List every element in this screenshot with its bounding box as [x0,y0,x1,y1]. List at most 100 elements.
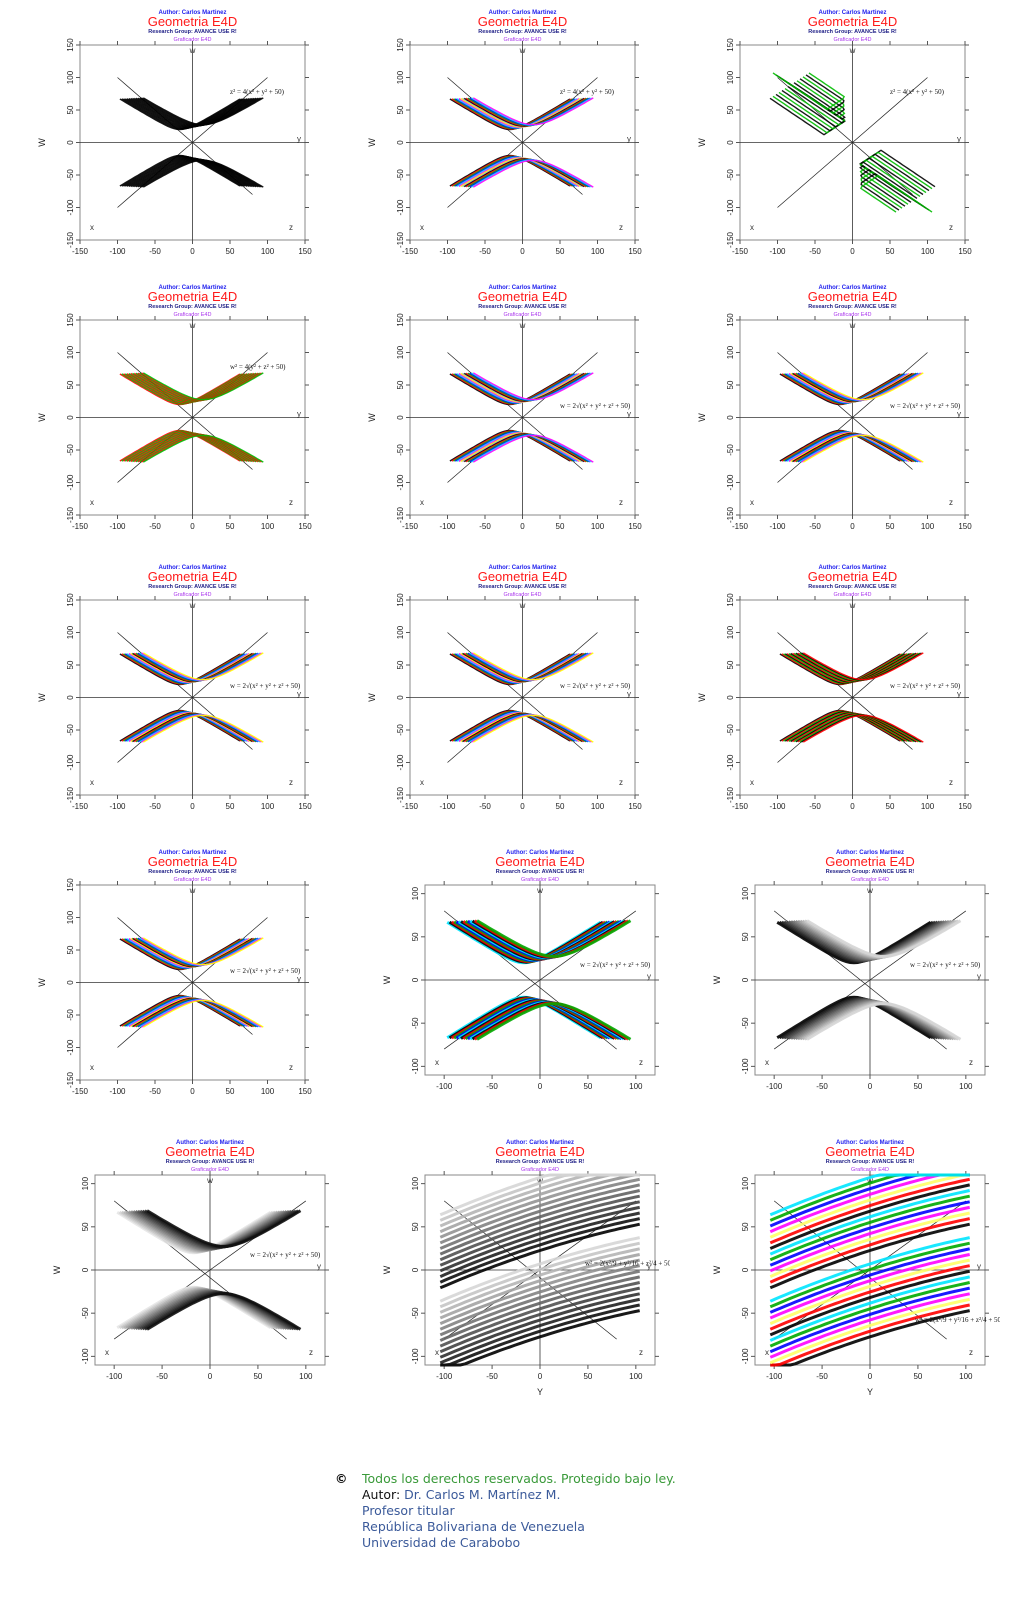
y-tick-label: -150 [396,506,405,523]
y-tick-label: 0 [726,415,735,420]
x-tick-label: 100 [591,802,605,811]
y-axis-label: W [367,138,377,147]
x-tick-label: 50 [226,522,235,531]
plot-panel-15: Author: Carlos Martinez Geometria E4D Rese… [660,1110,1000,1400]
y-axis-marker: y [647,972,651,981]
x-tick-label: -50 [156,1372,168,1381]
y-tick-label: -50 [741,1017,750,1029]
w-axis-label: w [536,1176,543,1185]
equation-label: w² = 4(y² + z² + 50) [230,363,286,371]
y-tick-label: -150 [66,231,75,248]
y-tick-label: -50 [396,724,405,736]
equation-label: w = 2√(x² + y² + z² + 50) [230,967,301,975]
x-tick-label: 50 [886,522,895,531]
x-tick-label: 100 [591,522,605,531]
y-tick-label: -100 [741,1058,750,1075]
y-tick-label: -50 [726,724,735,736]
z-corner-label: z [639,1348,643,1357]
equation-label: z² = 4(x² + y² + 50) [890,88,945,96]
y-tick-label: -150 [726,506,735,523]
surface-plot [776,919,962,1041]
x-tick-label: 150 [958,522,972,531]
plot-title: Geometria E4D [165,1144,255,1159]
author-label: Author: Carlos Martinez [836,850,904,856]
plot-panel-5: Author: Carlos Martinez Geometria E4D Rese… [330,275,670,550]
author-label: Author: Carlos Martinez [818,565,886,571]
graficador-label: Graficador E4D [504,592,542,598]
y-axis-label: W [37,138,47,147]
x-tick-label: -50 [479,247,491,256]
y-axis-marker: y [977,972,981,981]
y-tick-label: 50 [66,105,75,114]
y-axis-marker: y [957,135,961,144]
y-tick-label: 0 [66,695,75,700]
author-label: Author: Carlos Martinez [176,1140,244,1146]
x-tick-label: 0 [850,802,855,811]
x-tick-label: -150 [72,802,89,811]
z-corner-label: z [969,1058,973,1067]
research-group-label: Research Group: AVANCE USE R! [496,869,585,875]
y-tick-label: -100 [66,1039,75,1056]
research-group-label: Research Group: AVANCE USE R! [478,584,567,590]
x-tick-label: 0 [190,802,195,811]
author-label: Autor: [362,1487,401,1502]
y-tick-label: -100 [66,199,75,216]
y-tick-label: -150 [66,786,75,803]
x-tick-label: 50 [913,1372,922,1381]
y-tick-label: 50 [741,932,750,941]
x-tick-label: -50 [479,522,491,531]
y-tick-label: -150 [396,231,405,248]
x-tick-label: -50 [149,247,161,256]
y-axis-marker: y [297,975,301,984]
y-tick-label: 100 [411,886,420,900]
y-axis-marker: y [627,410,631,419]
author-label: Author: Carlos Martinez [488,285,556,291]
w-axis-label: w [866,1176,873,1185]
x-tick-label: 50 [583,1372,592,1381]
x-tick-label: 150 [298,1087,312,1096]
y-tick-label: 50 [726,105,735,114]
x-tick-label: -150 [72,247,89,256]
x-corner-label: x [765,1348,769,1357]
y-tick-label: -50 [411,1307,420,1319]
y-axis-marker: y [647,1262,651,1271]
x-tick-label: 150 [298,802,312,811]
w-axis-label: w [189,601,196,610]
z-corner-label: z [949,778,953,787]
equation-label: w = 2√(x² + y² + z² + 50) [250,1251,321,1259]
y-tick-label: 150 [66,878,75,892]
x-tick-label: 0 [520,522,525,531]
y-tick-label: 0 [741,977,750,982]
position-text: Profesor titular [362,1503,455,1518]
y-tick-label: 100 [396,345,405,359]
w-axis-label: w [519,601,526,610]
y-tick-label: 100 [396,70,405,84]
w-axis-label: w [519,321,526,330]
y-tick-label: -150 [726,231,735,248]
x-tick-label: 100 [629,1082,643,1091]
w-axis-label: w [189,886,196,895]
x-tick-label: 0 [208,1372,213,1381]
x-tick-label: 0 [190,522,195,531]
y-tick-label: 150 [396,593,405,607]
y-tick-label: -100 [396,474,405,491]
y-tick-label: 50 [726,660,735,669]
equation-label: w = 2√(x² + y² + z² + 50) [560,682,631,690]
x-tick-label: 0 [190,247,195,256]
plot-panel-12: Author: Carlos Martinez Geometria E4D Rese… [660,830,1000,1105]
w-axis-label: w [849,601,856,610]
x-tick-label: -150 [402,522,419,531]
x-corner-label: x [750,498,754,507]
x-tick-label: 50 [253,1372,262,1381]
graficador-label: Graficador E4D [504,312,542,318]
x-tick-label: 50 [913,1082,922,1091]
y-tick-label: -100 [411,1348,420,1365]
y-tick-label: -50 [726,169,735,181]
y-tick-label: 150 [726,593,735,607]
y-axis-label: W [697,138,707,147]
